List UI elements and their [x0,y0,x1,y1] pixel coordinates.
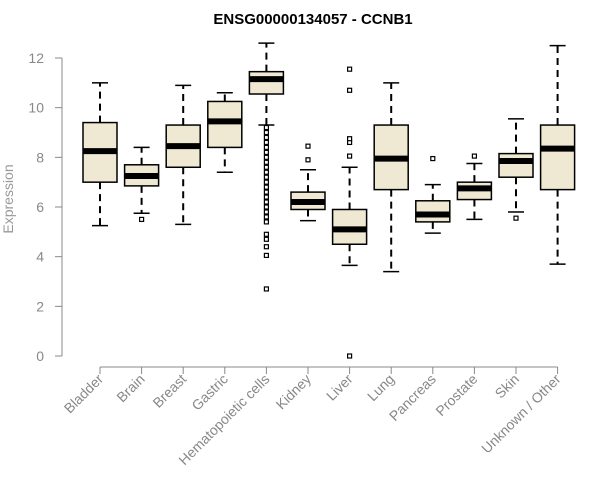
outlier-point [347,153,353,159]
box-hematopoietic-cells [248,42,285,292]
outlier-point [430,155,436,162]
outlier-point [263,139,269,146]
outlier-point [263,199,269,205]
outlier-point [139,216,145,223]
outlier-point [263,124,269,131]
outlier-point [347,353,353,359]
outlier-point [263,129,269,136]
y-tick-label: 8 [36,149,44,165]
x-tick-label: Brain [113,371,147,405]
outlier-point [471,153,477,159]
outlier-point [263,244,269,250]
outlier-point [263,144,269,150]
outlier-point [263,214,269,220]
outlier-point [263,179,269,185]
outlier-point [305,143,311,149]
outlier-point [263,149,269,155]
y-tick-label: 4 [36,249,44,265]
outlier-point [263,174,269,180]
x-tick-label: Unknown / Other [478,371,564,457]
outlier-point [513,215,519,221]
box-gastric [207,92,243,173]
box-iqr [207,100,243,149]
x-tick-label: Bladder [61,371,107,417]
y-tick-label: 12 [28,50,44,66]
box-pancreas [415,155,451,234]
box-kidney [290,143,326,222]
x-tick-label: Skin [492,371,523,402]
x-tick-label: Liver [323,371,356,404]
boxes-group [82,42,576,359]
outlier-point [263,204,269,210]
box-prostate [456,153,493,221]
outlier-point [263,134,269,141]
outlier-point [263,286,269,292]
box-iqr [498,152,534,178]
outlier-point [263,169,269,175]
outlier-point [263,164,269,170]
x-tick-label: Prostate [432,371,480,419]
box-brain [123,146,160,223]
y-tick-label: 6 [36,199,44,215]
x-tick-label: Kidney [273,371,315,413]
y-tick-label: 2 [36,298,44,314]
outlier-point [263,189,269,195]
box-iqr [539,124,576,191]
box-liver [331,66,368,359]
outlier-point [263,209,269,215]
chart-title: ENSG00000134057 - CCNB1 [213,11,412,28]
x-tick-label: Breast [149,371,189,411]
outlier-point [263,236,269,242]
outlier-point [263,159,269,165]
box-iqr [248,70,285,95]
box-skin [498,118,534,221]
y-tick-label: 0 [36,348,44,364]
x-tick-label: Lung [364,371,397,404]
outlier-point [347,66,353,72]
box-breast [165,84,201,226]
y-axis-label: Expression [0,164,16,233]
outlier-point [347,87,353,93]
outlier-point [305,157,311,163]
outlier-point [347,136,353,142]
outlier-point [263,184,269,190]
outlier-point [263,154,269,160]
box-bladder [82,82,118,227]
outlier-point [263,231,269,237]
outlier-point [263,252,269,259]
box-iqr [415,200,451,223]
box-lung [373,82,409,273]
y-tick-label: 10 [28,100,44,116]
box-unknown-other [539,44,576,265]
outlier-point [263,194,269,200]
outlier-point [263,219,269,225]
y-axis: 0 2 4 6 8 10 12 [28,50,63,364]
